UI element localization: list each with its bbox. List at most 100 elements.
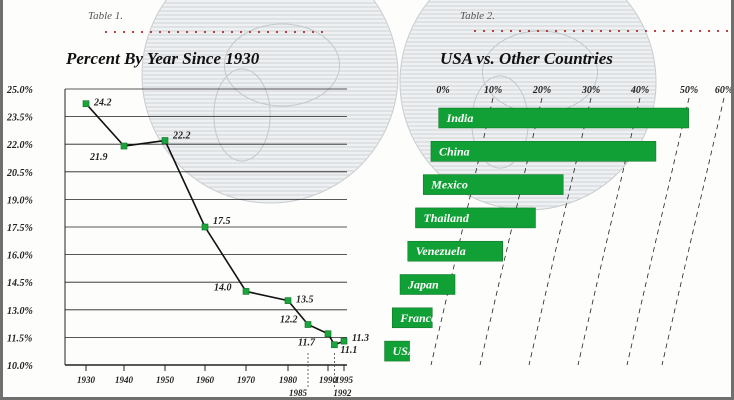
caption-rule-dot — [248, 30, 252, 34]
bar — [438, 107, 689, 129]
caption-rule-dot — [698, 29, 702, 33]
caption-rule-dot — [266, 30, 270, 34]
caption-rule-dot — [599, 29, 603, 33]
bar — [399, 274, 456, 295]
y-tick-label: 20.5% — [6, 168, 33, 179]
caption-rule-dot — [500, 29, 504, 33]
left-table-caption: Table 1. — [88, 10, 124, 22]
y-tick-label: 19.0% — [7, 195, 33, 206]
caption-rule-dot — [140, 30, 144, 34]
caption-rule-dot — [509, 29, 513, 33]
caption-rule-dot — [716, 29, 720, 33]
caption-rule-dot — [473, 29, 477, 33]
bar-category-label: France — [399, 311, 437, 325]
frame-left — [0, 0, 3, 400]
caption-rule-dot — [644, 29, 648, 33]
caption-rule-dot — [230, 30, 234, 34]
caption-rule-dot — [527, 29, 531, 33]
caption-rule-dot — [104, 30, 108, 34]
data-point — [284, 297, 292, 304]
caption-rule-dot — [653, 29, 657, 33]
bar — [430, 141, 657, 162]
globe-continent-outline — [223, 23, 341, 107]
x-tick-label: 40% — [630, 85, 649, 96]
data-point — [161, 137, 169, 144]
data-point — [120, 142, 128, 150]
data-label: 12.2 — [280, 315, 298, 326]
caption-rule-dot — [617, 29, 621, 33]
x-tick-label: 1950 — [156, 375, 175, 385]
data-point — [331, 341, 338, 349]
caption-rule-dot — [221, 30, 225, 34]
bar-category-label: China — [439, 144, 470, 158]
bar-category-label: India — [446, 111, 474, 125]
x-tick-label: 10% — [484, 85, 502, 96]
y-tick-label: 25.0% — [6, 85, 33, 96]
data-label: 17.5 — [213, 216, 231, 227]
data-label: 22.2 — [172, 131, 191, 142]
caption-rule-dot — [257, 30, 261, 34]
y-tick-label: 16.0% — [7, 251, 33, 262]
y-tick-label: 11.5% — [7, 333, 32, 344]
y-tick-label: 17.5% — [7, 223, 33, 234]
data-point — [82, 100, 90, 108]
x-gridline — [479, 97, 543, 366]
y-tick-label: 14.5% — [7, 278, 33, 289]
caption-rule-dot — [149, 30, 153, 34]
caption-rule-dot — [212, 30, 216, 34]
y-tick-label: 22.0% — [6, 140, 33, 151]
data-label: 21.9 — [89, 152, 108, 163]
data-label: 11.7 — [298, 338, 316, 349]
y-tick-label: 13.0% — [7, 306, 33, 317]
x-tick-label: 1990 — [319, 375, 338, 385]
data-label: 13.5 — [296, 295, 314, 306]
caption-rule-dot — [572, 29, 576, 33]
x-gridline — [577, 97, 641, 366]
x-tick-label: 30% — [581, 85, 600, 96]
x-gridline — [626, 97, 690, 366]
data-point — [340, 337, 348, 345]
data-label: 11.3 — [352, 333, 369, 344]
x-tick-label-lower: 1985 — [289, 388, 308, 398]
caption-rule-dot — [320, 30, 324, 34]
bar-category-label: Mexico — [430, 178, 468, 192]
bar-category-label: Venezuela — [416, 244, 466, 258]
right-table-caption: Table 2. — [460, 10, 496, 22]
caption-rule-dot — [725, 29, 729, 33]
x-tick-label: 1930 — [77, 375, 96, 385]
data-label: 14.0 — [214, 282, 232, 293]
bar-category-label: USA — [393, 344, 416, 358]
caption-rule-dot — [491, 29, 495, 33]
data-label: 24.2 — [93, 98, 112, 109]
caption-rule-dot — [275, 30, 279, 34]
data-point — [304, 321, 312, 328]
data-point — [324, 330, 332, 338]
frame-right — [731, 0, 734, 400]
bar — [392, 307, 433, 329]
caption-rule-dot — [185, 30, 189, 34]
caption-rule-dot — [554, 29, 558, 33]
bar — [407, 240, 503, 262]
caption-rule-dot — [707, 29, 711, 33]
bar-category-label: Thailand — [423, 211, 469, 225]
bar — [384, 340, 410, 362]
globe-continent-outline — [213, 68, 271, 162]
x-tick-label: 20% — [532, 85, 551, 96]
x-tick-label: 50% — [680, 85, 698, 96]
caption-rule-dot — [518, 29, 522, 33]
caption-rule-dot — [608, 29, 612, 33]
caption-rule-dot — [194, 30, 198, 34]
x-tick-label-lower: 1992 — [333, 388, 352, 398]
y-tick-label: 10.0% — [7, 361, 33, 372]
x-gridline — [430, 97, 494, 366]
caption-rule-dot — [311, 30, 315, 34]
caption-rule-dot — [671, 29, 675, 33]
series-line — [85, 103, 345, 346]
caption-rule-dot — [167, 30, 171, 34]
caption-rule-dot — [284, 30, 288, 34]
caption-rule-dot — [581, 29, 585, 33]
caption-rule-dot — [626, 29, 630, 33]
caption-rule-dot — [113, 30, 117, 34]
